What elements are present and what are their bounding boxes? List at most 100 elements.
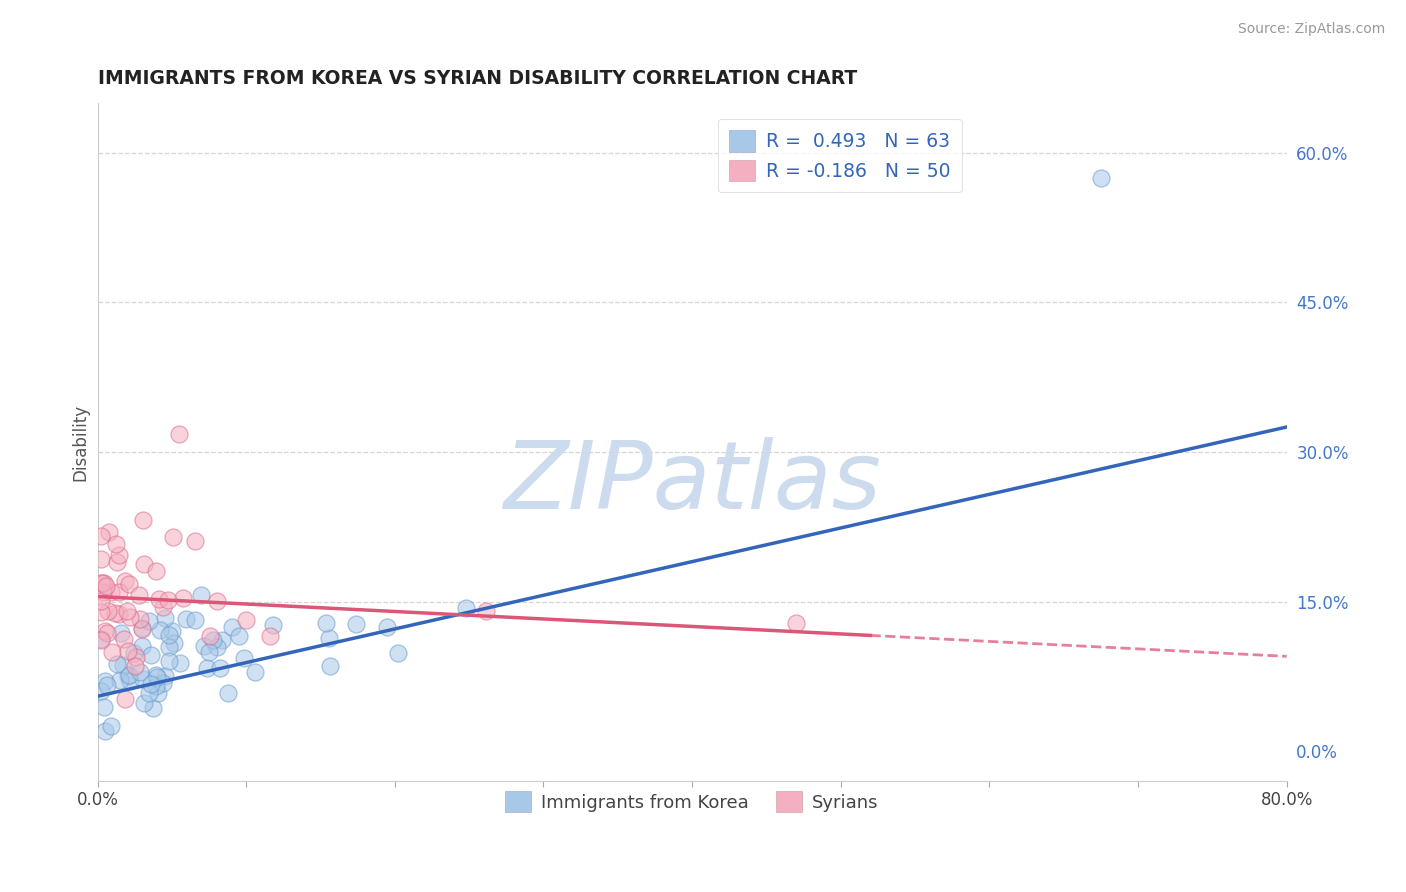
Point — [93, 700, 115, 714]
Point — [120, 674, 142, 689]
Point — [90, 551, 112, 566]
Legend: Immigrants from Korea, Syrians: Immigrants from Korea, Syrians — [495, 780, 890, 822]
Point — [153, 611, 176, 625]
Point — [138, 614, 160, 628]
Point — [162, 531, 184, 545]
Point — [157, 593, 180, 607]
Point — [211, 633, 233, 648]
Point — [145, 564, 167, 578]
Point — [152, 675, 174, 690]
Point — [190, 588, 212, 602]
Point — [108, 607, 131, 621]
Point — [145, 668, 167, 682]
Point — [232, 651, 254, 665]
Point — [456, 600, 478, 615]
Point — [319, 658, 342, 673]
Point — [205, 640, 228, 654]
Point — [149, 624, 172, 638]
Point — [93, 624, 115, 639]
Point — [475, 604, 498, 618]
Point — [132, 557, 155, 571]
Point — [122, 646, 145, 660]
Point — [97, 604, 120, 618]
Point — [197, 645, 219, 659]
Point — [118, 668, 141, 682]
Point — [152, 600, 174, 615]
Point — [141, 677, 163, 691]
Point — [259, 629, 281, 643]
Point — [315, 615, 337, 630]
Point — [169, 656, 191, 670]
Point — [138, 686, 160, 700]
Point — [94, 579, 117, 593]
Point — [318, 631, 340, 645]
Point — [90, 632, 112, 646]
Point — [111, 657, 134, 672]
Point — [184, 534, 207, 549]
Point — [162, 624, 184, 638]
Text: IMMIGRANTS FROM KOREA VS SYRIAN DISABILITY CORRELATION CHART: IMMIGRANTS FROM KOREA VS SYRIAN DISABILI… — [97, 69, 856, 87]
Point — [91, 584, 114, 599]
Point — [1090, 170, 1112, 185]
Point — [262, 618, 284, 632]
Point — [172, 591, 194, 606]
Point — [90, 632, 112, 647]
Point — [94, 724, 117, 739]
Point — [110, 625, 132, 640]
Point — [114, 692, 136, 706]
Point — [90, 575, 112, 590]
Point — [105, 555, 128, 569]
Point — [96, 678, 118, 692]
Point — [148, 686, 170, 700]
Point — [153, 669, 176, 683]
Point — [104, 606, 127, 620]
Point — [90, 593, 112, 607]
Text: ZIPatlas: ZIPatlas — [503, 437, 882, 528]
Point — [132, 696, 155, 710]
Point — [112, 632, 135, 647]
Point — [131, 672, 153, 686]
Point — [174, 612, 197, 626]
Point — [94, 674, 117, 689]
Point — [387, 646, 409, 660]
Point — [139, 648, 162, 662]
Point — [100, 719, 122, 733]
Point — [128, 588, 150, 602]
Point — [90, 684, 112, 698]
Point — [107, 585, 129, 599]
Point — [169, 427, 191, 442]
Point — [184, 613, 207, 627]
Point — [105, 657, 128, 672]
Point — [104, 537, 127, 551]
Point — [197, 661, 219, 675]
Point — [375, 620, 398, 634]
Point — [228, 628, 250, 642]
Text: Source: ZipAtlas.com: Source: ZipAtlas.com — [1237, 22, 1385, 37]
Point — [129, 612, 152, 626]
Point — [145, 679, 167, 693]
Point — [100, 585, 122, 599]
Point — [235, 613, 257, 627]
Point — [93, 576, 115, 591]
Point — [131, 622, 153, 636]
Point — [117, 577, 139, 591]
Point — [108, 673, 131, 688]
Point — [201, 633, 224, 648]
Point — [96, 625, 118, 640]
Point — [142, 701, 165, 715]
Point — [100, 645, 122, 659]
Point — [128, 665, 150, 680]
Point — [90, 529, 112, 543]
Point — [193, 639, 215, 653]
Point — [117, 644, 139, 658]
Point — [209, 661, 232, 675]
Point — [117, 669, 139, 683]
Point — [146, 670, 169, 684]
Point — [90, 605, 112, 619]
Point — [125, 649, 148, 664]
Point — [198, 629, 221, 643]
Point — [221, 620, 243, 634]
Point — [148, 592, 170, 607]
Point — [108, 548, 131, 562]
Point — [163, 636, 186, 650]
